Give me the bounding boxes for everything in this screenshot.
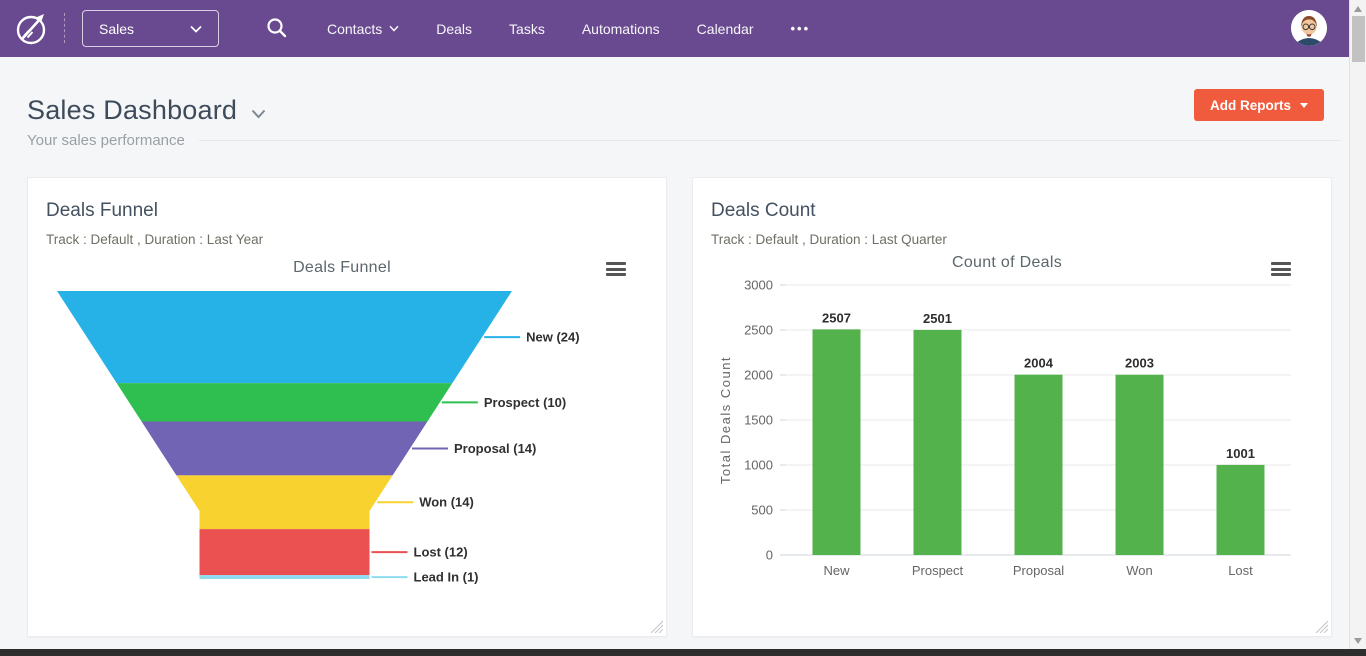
- svg-text:3000: 3000: [744, 278, 773, 293]
- svg-text:Lost (12): Lost (12): [414, 545, 468, 560]
- svg-text:Proposal: Proposal: [1013, 563, 1064, 578]
- divider: [198, 140, 1341, 141]
- app-selector-label: Sales: [99, 20, 135, 37]
- svg-text:1000: 1000: [744, 458, 773, 473]
- chart-context-menu-icon[interactable]: [1271, 262, 1291, 276]
- svg-text:Won: Won: [1126, 563, 1153, 578]
- nav-item-more-icon[interactable]: •••: [790, 21, 811, 36]
- svg-text:Deals Funnel: Deals Funnel: [293, 259, 391, 276]
- nav-item-contacts[interactable]: Contacts: [327, 21, 399, 37]
- svg-text:2501: 2501: [923, 311, 952, 326]
- svg-text:New: New: [823, 563, 850, 578]
- nav-item-deals[interactable]: Deals: [436, 20, 473, 37]
- nav-item-calendar[interactable]: Calendar: [696, 20, 754, 37]
- page-subtitle: Your sales performance: [27, 132, 185, 149]
- svg-text:Won (14): Won (14): [419, 495, 474, 510]
- resize-handle[interactable]: [646, 616, 663, 633]
- card-meta: Track : Default , Duration : Last Year: [46, 232, 264, 247]
- deals-funnel-card: Deals Funnel Track : Default , Duration …: [27, 177, 667, 637]
- svg-text:Count of Deals: Count of Deals: [952, 254, 1062, 271]
- dashboard-content: Sales Dashboard Your sales performance A…: [0, 57, 1366, 649]
- navbar-divider: [64, 13, 65, 43]
- svg-text:500: 500: [751, 503, 773, 518]
- page-title: Sales Dashboard: [27, 95, 238, 125]
- nav-item-automations[interactable]: Automations: [581, 20, 660, 37]
- svg-text:2507: 2507: [822, 310, 851, 325]
- report-cards: Deals Funnel Track : Default , Duration …: [27, 177, 1332, 637]
- resize-handle[interactable]: [1311, 616, 1328, 633]
- search-icon[interactable]: [260, 12, 294, 46]
- page-title-caret-icon[interactable]: [251, 109, 266, 119]
- svg-text:2004: 2004: [1024, 356, 1054, 371]
- card-title: Deals Funnel: [46, 200, 158, 221]
- svg-text:2000: 2000: [744, 368, 773, 383]
- svg-text:Lost: Lost: [1228, 563, 1253, 578]
- svg-text:New (24): New (24): [526, 330, 579, 345]
- svg-text:Proposal (14): Proposal (14): [454, 441, 536, 456]
- app-selector-dropdown[interactable]: Sales: [82, 10, 219, 47]
- scroll-down-arrow-icon[interactable]: [1354, 638, 1362, 644]
- chart-context-menu-icon[interactable]: [606, 262, 626, 276]
- svg-text:0: 0: [766, 548, 773, 563]
- deals-funnel-chart[interactable]: Deals Funnel New (24) Prospect (10) Proposa…: [28, 178, 666, 636]
- svg-text:Lead In (1): Lead In (1): [414, 570, 479, 585]
- svg-text:Prospect (10): Prospect (10): [484, 395, 566, 410]
- svg-text:2500: 2500: [744, 323, 773, 338]
- svg-text:Total Deals Count: Total Deals Count: [718, 356, 733, 484]
- svg-text:1001: 1001: [1226, 446, 1255, 461]
- svg-text:Prospect: Prospect: [912, 563, 964, 578]
- scroll-up-arrow-icon[interactable]: [1354, 6, 1362, 12]
- card-meta: Track : Default , Duration : Last Quarte…: [711, 232, 947, 247]
- deals-count-chart[interactable]: Count of Deals 0 500 1000 1500 2000 2500 3000 25…: [693, 178, 1331, 636]
- chevron-down-icon: [389, 25, 399, 32]
- chevron-down-icon: [190, 25, 202, 33]
- main-navigation: Contacts Deals Tasks Automations Calenda…: [327, 0, 810, 57]
- svg-text:2003: 2003: [1125, 356, 1154, 371]
- caret-down-icon: [1300, 102, 1308, 108]
- nav-item-tasks[interactable]: Tasks: [509, 20, 545, 37]
- nav-item-contacts-label: Contacts: [327, 20, 383, 37]
- add-reports-button[interactable]: Add Reports: [1194, 89, 1324, 121]
- deals-count-card: Deals Count Track : Default , Duration :…: [692, 177, 1332, 637]
- window-bottom-edge: [0, 649, 1366, 656]
- vertical-scrollbar[interactable]: [1349, 0, 1366, 649]
- user-avatar[interactable]: [1291, 10, 1327, 46]
- app-logo-icon[interactable]: [12, 9, 52, 49]
- card-title: Deals Count: [711, 200, 816, 221]
- scrollbar-thumb[interactable]: [1352, 16, 1365, 62]
- svg-text:1500: 1500: [744, 413, 773, 428]
- top-navbar: Sales Contacts Deals Tasks Automations C…: [0, 0, 1366, 57]
